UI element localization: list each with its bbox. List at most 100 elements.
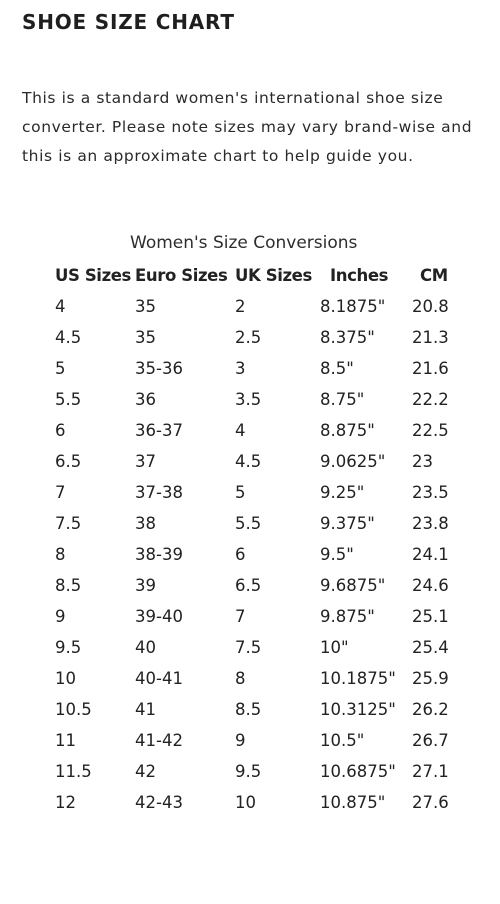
cell-cm: 25.9 — [412, 669, 449, 688]
cell-uk-size: 2.5 — [235, 328, 262, 347]
cell-us-size: 4 — [55, 297, 66, 316]
cell-inches: 10.3125" — [320, 700, 396, 719]
cell-cm: 23.8 — [412, 514, 449, 533]
cell-inches: 9.5" — [320, 545, 354, 564]
cell-uk-size: 5.5 — [235, 514, 262, 533]
column-header-uk: UK Sizes — [235, 266, 312, 285]
cell-uk-size: 7 — [235, 607, 246, 626]
cell-euro-size: 36-37 — [135, 421, 183, 440]
cell-us-size: 6 — [55, 421, 66, 440]
cell-inches: 10.875" — [320, 793, 386, 812]
cell-euro-size: 35 — [135, 328, 156, 347]
cell-euro-size: 39-40 — [135, 607, 183, 626]
table-row: 10.5 41 8.5 10.3125" 26.2 — [55, 694, 470, 725]
size-conversion-table: US Sizes Euro Sizes UK Sizes Inches CM 4… — [55, 260, 470, 818]
cell-cm: 22.2 — [412, 390, 449, 409]
column-header-inches: Inches — [330, 266, 389, 285]
table-row: 5.5 36 3.5 8.75" 22.2 — [55, 384, 470, 415]
cell-uk-size: 10 — [235, 793, 256, 812]
cell-euro-size: 36 — [135, 390, 156, 409]
cell-euro-size: 41-42 — [135, 731, 183, 750]
cell-euro-size: 37 — [135, 452, 156, 471]
cell-us-size: 10 — [55, 669, 76, 688]
cell-cm: 22.5 — [412, 421, 449, 440]
cell-cm: 21.3 — [412, 328, 449, 347]
cell-inches: 9.6875" — [320, 576, 386, 595]
cell-inches: 10.5" — [320, 731, 365, 750]
cell-inches: 8.375" — [320, 328, 375, 347]
cell-uk-size: 7.5 — [235, 638, 262, 657]
cell-euro-size: 38-39 — [135, 545, 183, 564]
cell-us-size: 9 — [55, 607, 66, 626]
cell-inches: 10" — [320, 638, 349, 657]
cell-inches: 9.875" — [320, 607, 375, 626]
cell-cm: 26.7 — [412, 731, 449, 750]
cell-cm: 26.2 — [412, 700, 449, 719]
page-title: SHOE SIZE CHART — [22, 10, 235, 34]
table-row: 8 38-39 6 9.5" 24.1 — [55, 539, 470, 570]
cell-cm: 24.6 — [412, 576, 449, 595]
table-body: 4 35 2 8.1875" 20.8 4.5 35 2.5 8.375" 21.3 5 35-36 3… — [55, 291, 470, 818]
cell-cm: 23 — [412, 452, 433, 471]
table-row: 4.5 35 2.5 8.375" 21.3 — [55, 322, 470, 353]
column-header-cm: CM — [420, 266, 448, 285]
cell-uk-size: 4.5 — [235, 452, 262, 471]
table-row: 8.5 39 6.5 9.6875" 24.6 — [55, 570, 470, 601]
cell-uk-size: 3 — [235, 359, 246, 378]
table-row: 10 40-41 8 10.1875" 25.9 — [55, 663, 470, 694]
cell-cm: 23.5 — [412, 483, 449, 502]
table-row: 6 36-37 4 8.875" 22.5 — [55, 415, 470, 446]
cell-cm: 20.8 — [412, 297, 449, 316]
cell-euro-size: 42-43 — [135, 793, 183, 812]
cell-inches: 9.0625" — [320, 452, 386, 471]
table-row: 4 35 2 8.1875" 20.8 — [55, 291, 470, 322]
table-row: 6.5 37 4.5 9.0625" 23 — [55, 446, 470, 477]
table-row: 5 35-36 3 8.5" 21.6 — [55, 353, 470, 384]
cell-uk-size: 3.5 — [235, 390, 262, 409]
cell-inches: 8.1875" — [320, 297, 386, 316]
cell-euro-size: 40-41 — [135, 669, 183, 688]
table-row: 12 42-43 10 10.875" 27.6 — [55, 787, 470, 818]
table-row: 7.5 38 5.5 9.375" 23.8 — [55, 508, 470, 539]
cell-us-size: 7 — [55, 483, 66, 502]
cell-uk-size: 8 — [235, 669, 246, 688]
column-header-us: US Sizes — [55, 266, 131, 285]
cell-euro-size: 39 — [135, 576, 156, 595]
cell-us-size: 12 — [55, 793, 76, 812]
cell-euro-size: 37-38 — [135, 483, 183, 502]
cell-uk-size: 9 — [235, 731, 246, 750]
table-header-row: US Sizes Euro Sizes UK Sizes Inches CM — [55, 260, 470, 291]
cell-euro-size: 42 — [135, 762, 156, 781]
cell-us-size: 5.5 — [55, 390, 82, 409]
cell-inches: 8.875" — [320, 421, 375, 440]
cell-euro-size: 35-36 — [135, 359, 183, 378]
cell-cm: 21.6 — [412, 359, 449, 378]
cell-us-size: 4.5 — [55, 328, 82, 347]
cell-inches: 10.6875" — [320, 762, 396, 781]
table-row: 9 39-40 7 9.875" 25.1 — [55, 601, 470, 632]
cell-cm: 24.1 — [412, 545, 449, 564]
cell-uk-size: 6 — [235, 545, 246, 564]
cell-euro-size: 35 — [135, 297, 156, 316]
cell-us-size: 11 — [55, 731, 76, 750]
cell-euro-size: 38 — [135, 514, 156, 533]
cell-uk-size: 4 — [235, 421, 246, 440]
cell-us-size: 10.5 — [55, 700, 92, 719]
cell-uk-size: 8.5 — [235, 700, 262, 719]
table-row: 11 41-42 9 10.5" 26.7 — [55, 725, 470, 756]
cell-us-size: 11.5 — [55, 762, 92, 781]
cell-us-size: 8 — [55, 545, 66, 564]
table-row: 11.5 42 9.5 10.6875" 27.1 — [55, 756, 470, 787]
cell-uk-size: 5 — [235, 483, 246, 502]
cell-us-size: 7.5 — [55, 514, 82, 533]
intro-paragraph: This is a standard women's international… — [22, 89, 473, 165]
cell-uk-size: 6.5 — [235, 576, 262, 595]
cell-us-size: 9.5 — [55, 638, 82, 657]
size-chart-title: Women's Size Conversions — [130, 233, 358, 253]
cell-euro-size: 41 — [135, 700, 156, 719]
cell-us-size: 5 — [55, 359, 66, 378]
cell-inches: 8.75" — [320, 390, 365, 409]
cell-cm: 27.6 — [412, 793, 449, 812]
table-row: 7 37-38 5 9.25" 23.5 — [55, 477, 470, 508]
cell-inches: 10.1875" — [320, 669, 396, 688]
